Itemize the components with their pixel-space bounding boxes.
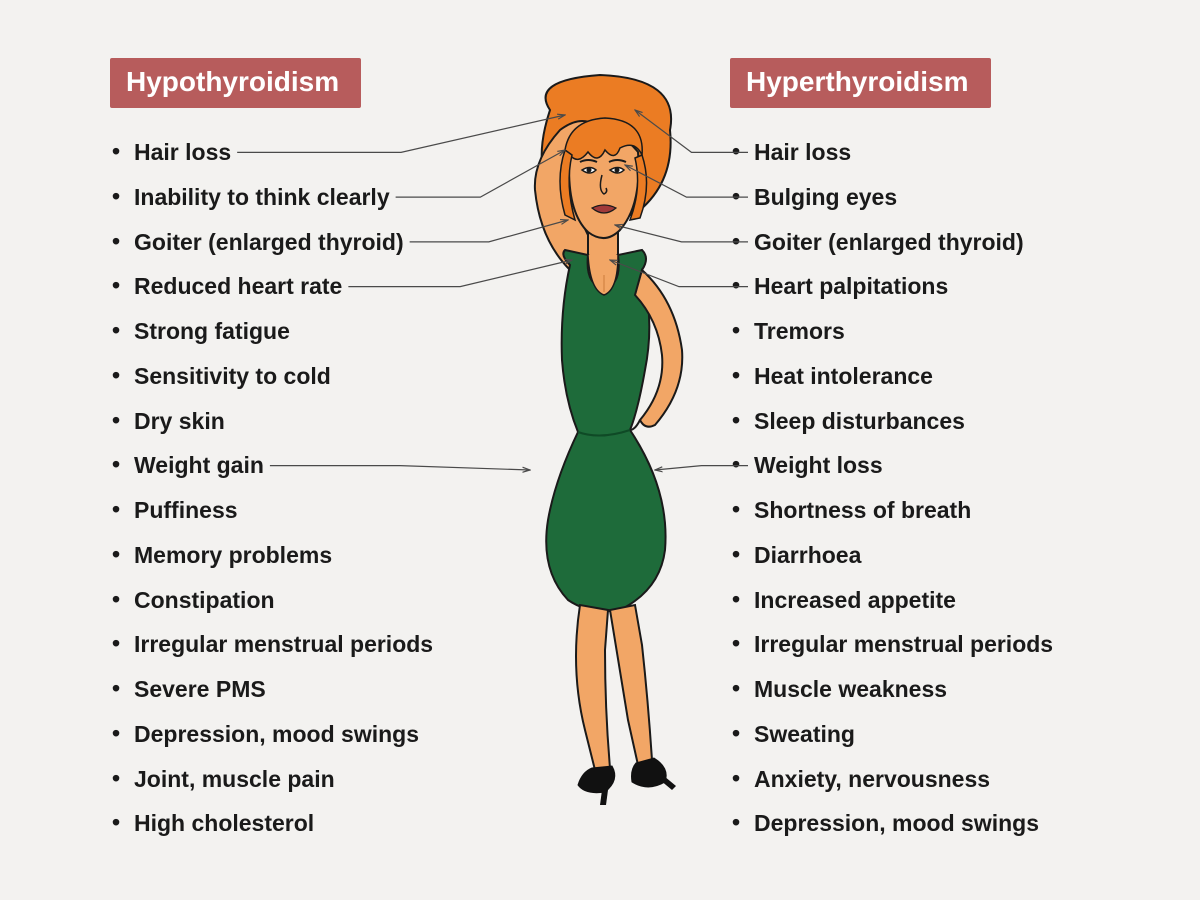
- leg-right: [610, 605, 652, 765]
- hyperthyroidism-list: Hair lossBulging eyesGoiter (enlarged th…: [730, 130, 1090, 846]
- symptom-item: Muscle weakness: [730, 667, 1090, 712]
- symptom-item: Hair loss: [730, 130, 1090, 175]
- symptom-item: Increased appetite: [730, 578, 1090, 623]
- symptom-item: Diarrhoea: [730, 533, 1090, 578]
- symptom-item: Hair loss: [110, 130, 470, 175]
- symptom-item: Weight loss: [730, 443, 1090, 488]
- symptom-item: Joint, muscle pain: [110, 757, 470, 802]
- symptom-item: Dry skin: [110, 399, 470, 444]
- hypothyroidism-column: Hypothyroidism Hair lossInability to thi…: [110, 58, 470, 846]
- symptom-item: Sleep disturbances: [730, 399, 1090, 444]
- symptom-item: Bulging eyes: [730, 175, 1090, 220]
- symptom-item: Reduced heart rate: [110, 264, 470, 309]
- symptom-item: Sensitivity to cold: [110, 354, 470, 399]
- symptom-item: Goiter (enlarged thyroid): [110, 220, 470, 265]
- leg-left: [576, 605, 610, 770]
- symptom-item: Anxiety, nervousness: [730, 757, 1090, 802]
- symptom-item: Severe PMS: [110, 667, 470, 712]
- symptom-item: Goiter (enlarged thyroid): [730, 220, 1090, 265]
- symptom-item: Sweating: [730, 712, 1090, 757]
- symptom-item: Constipation: [110, 578, 470, 623]
- symptom-item: Puffiness: [110, 488, 470, 533]
- woman-figure: [470, 70, 730, 810]
- symptom-item: Weight gain: [110, 443, 470, 488]
- hypothyroidism-list: Hair lossInability to think clearlyGoite…: [110, 130, 470, 846]
- symptom-item: Heart palpitations: [730, 264, 1090, 309]
- hyperthyroidism-column: Hyperthyroidism Hair lossBulging eyesGoi…: [730, 58, 1090, 846]
- symptom-item: Shortness of breath: [730, 488, 1090, 533]
- symptom-item: Depression, mood swings: [110, 712, 470, 757]
- hyperthyroidism-header: Hyperthyroidism: [730, 58, 991, 108]
- symptom-item: Irregular menstrual periods: [110, 622, 470, 667]
- symptom-item: High cholesterol: [110, 801, 470, 846]
- symptom-item: Strong fatigue: [110, 309, 470, 354]
- symptom-item: Memory problems: [110, 533, 470, 578]
- shoe-right: [632, 758, 667, 787]
- symptom-item: Heat intolerance: [730, 354, 1090, 399]
- symptom-item: Depression, mood swings: [730, 801, 1090, 846]
- hypothyroidism-header: Hypothyroidism: [110, 58, 361, 108]
- shoe-left: [578, 766, 615, 793]
- symptom-item: Inability to think clearly: [110, 175, 470, 220]
- symptom-item: Irregular menstrual periods: [730, 622, 1090, 667]
- symptom-item: Tremors: [730, 309, 1090, 354]
